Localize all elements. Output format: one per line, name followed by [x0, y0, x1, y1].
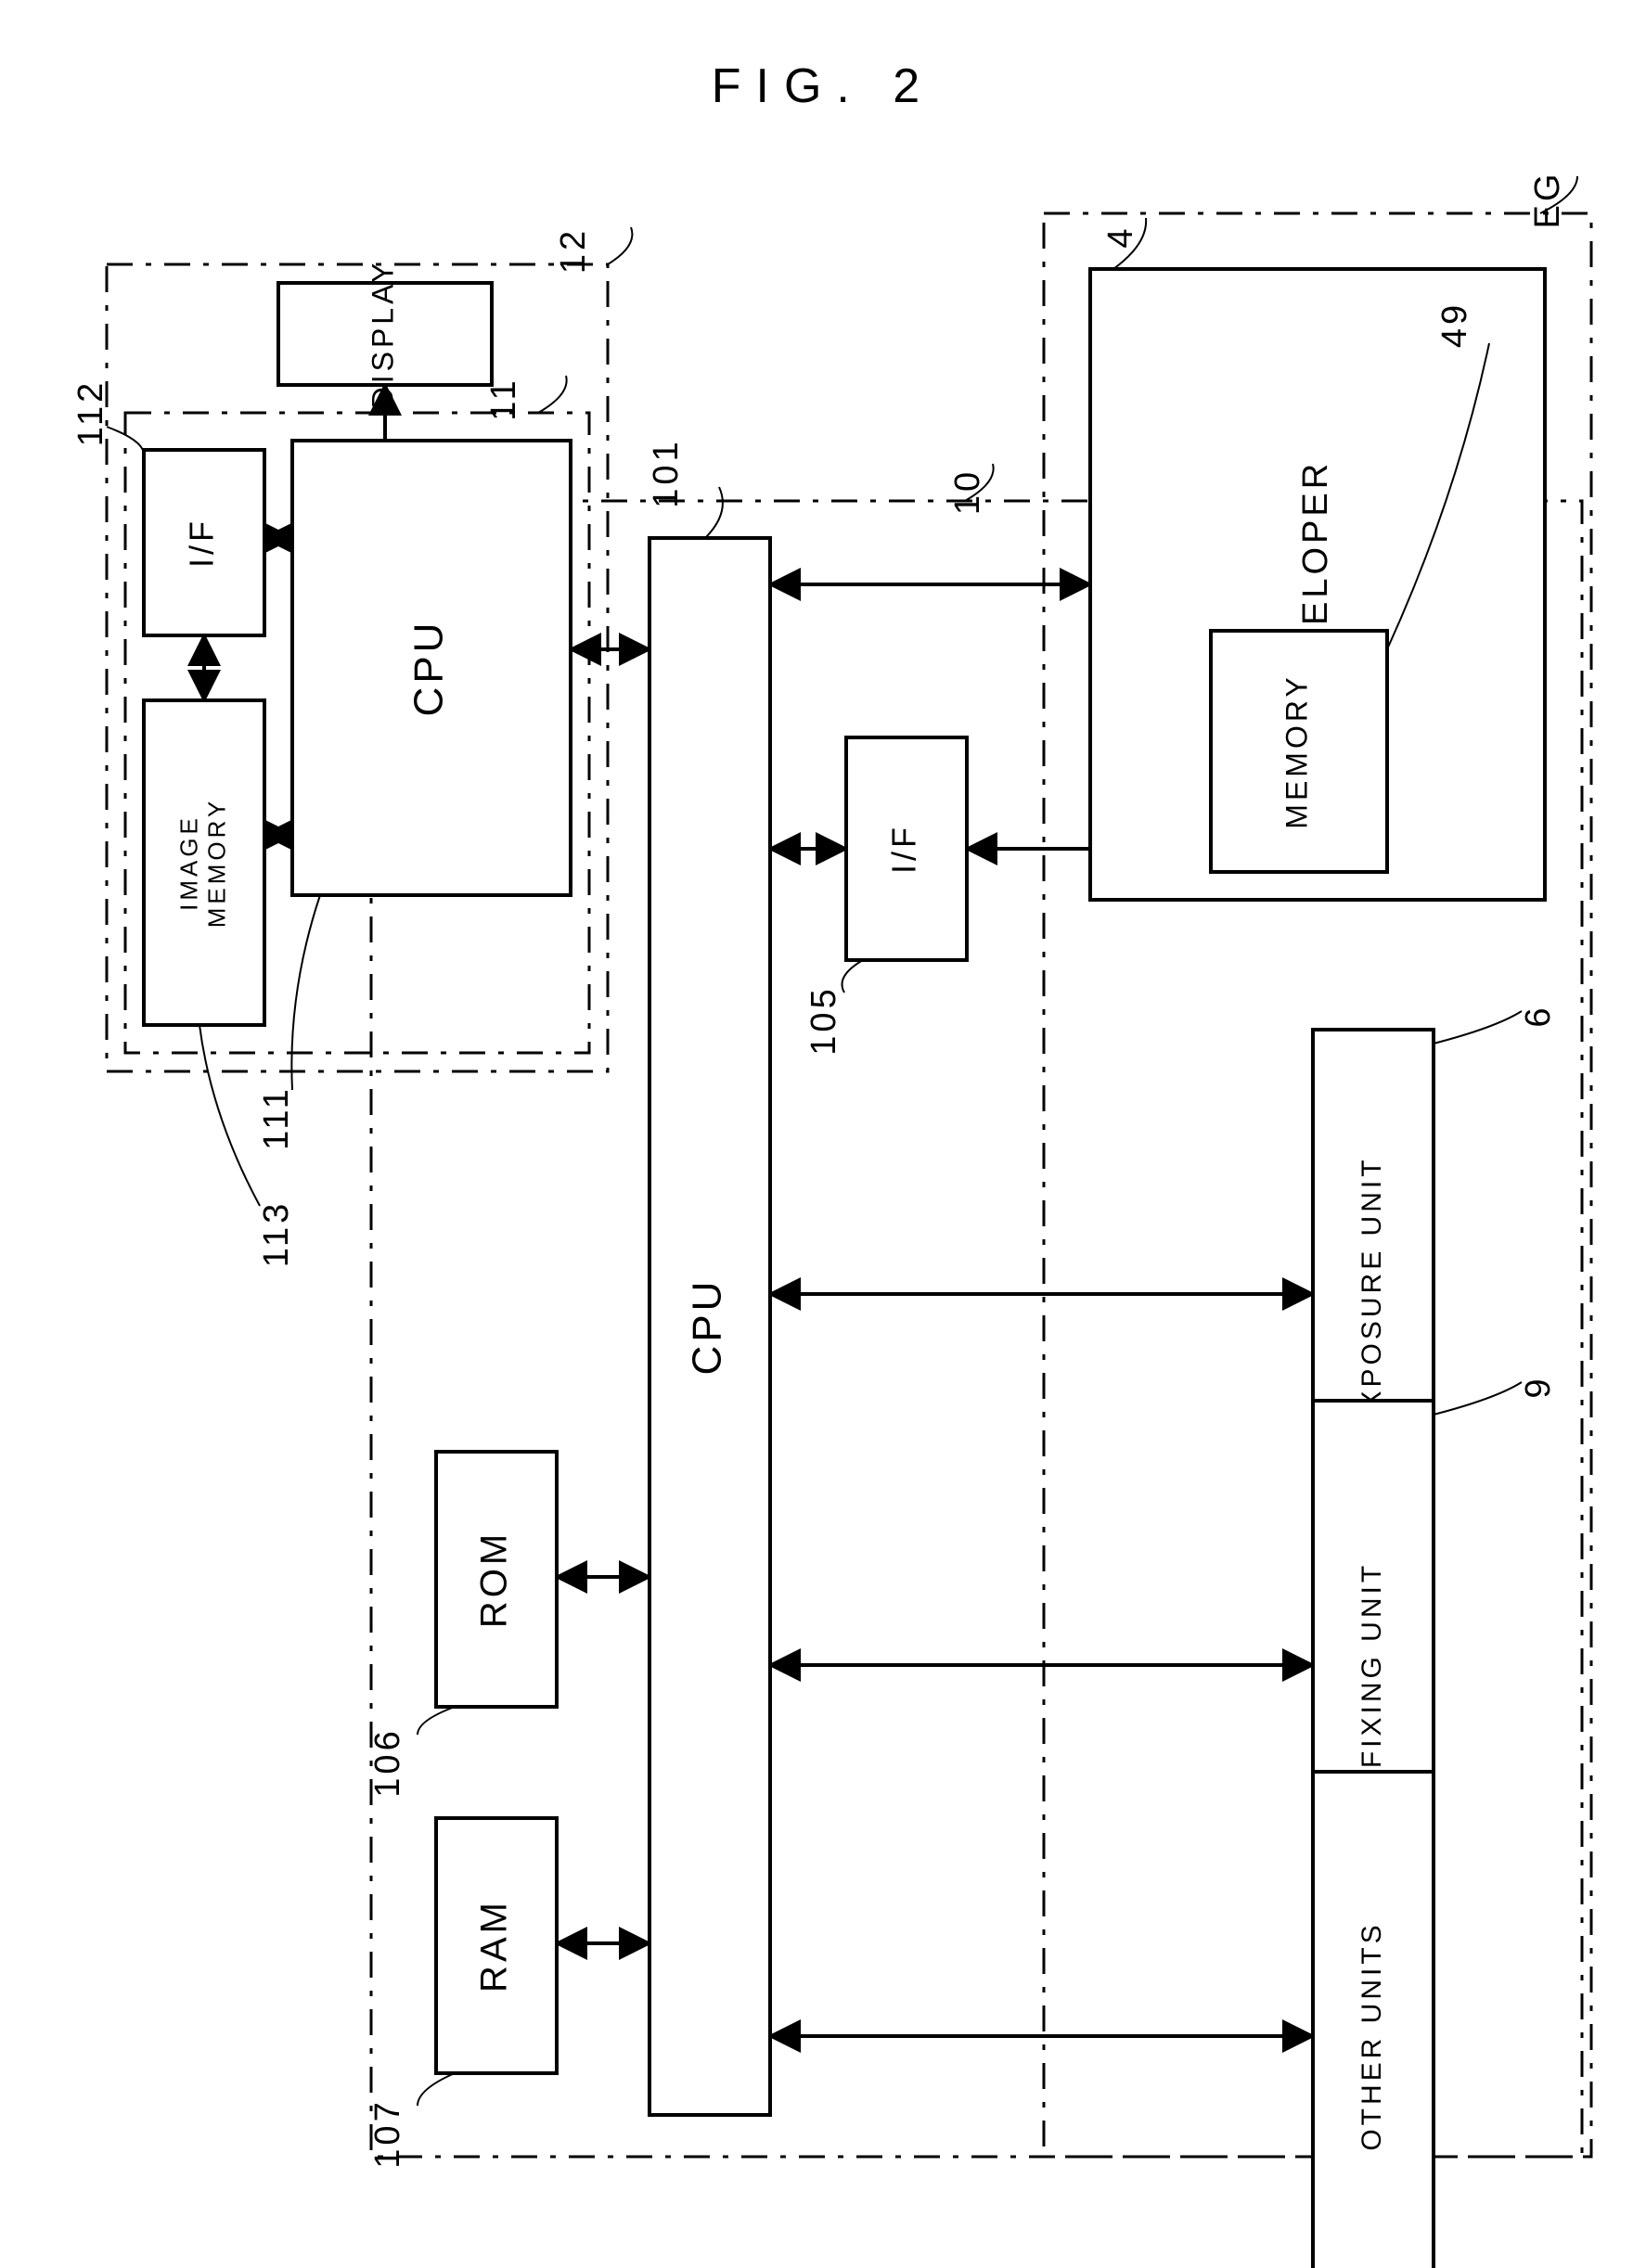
node-label-mem49: MEMORY: [1280, 673, 1313, 828]
node-mem49: MEMORY: [1211, 631, 1387, 872]
ref-r10: 10: [948, 468, 987, 515]
ref-r112: 112: [71, 379, 110, 447]
node-label-if105: I/F: [885, 824, 923, 874]
ref-r111: 111: [257, 1085, 296, 1150]
leader-14: [1434, 1382, 1522, 1415]
ref-r4: 4: [1101, 224, 1140, 248]
node-other: OTHER UNITS: [1313, 1772, 1434, 2268]
node-label-if112: I/F: [183, 518, 221, 568]
node-label-exposure: EXPOSURE UNIT: [1357, 1156, 1387, 1431]
node-label-imgmem: IMAGEMEMORY: [175, 798, 231, 929]
leader-9: [418, 2073, 455, 2106]
leader-0: [608, 227, 632, 264]
node-ram: RAM: [436, 1818, 557, 2073]
leader-7: [842, 960, 864, 993]
node-if105: I/F: [846, 737, 967, 960]
figure-title: FIG. 2: [712, 59, 934, 113]
block-diagram: FIG. 2 DISPLAY CPU I/F IMAGEMEMORY CPU I/F ROM…: [0, 0, 1646, 2268]
ref-r49: 49: [1435, 301, 1474, 348]
ref-r106: 106: [368, 1727, 407, 1797]
node-rom: ROM: [436, 1452, 557, 1707]
leader-13: [1434, 1011, 1522, 1044]
node-label-rom: ROM: [474, 1531, 515, 1628]
node-imgmem: IMAGEMEMORY: [144, 700, 264, 1025]
ref-r101: 101: [647, 438, 686, 507]
node-if112: I/F: [144, 450, 264, 635]
ref-r11: 11: [484, 377, 523, 420]
ref-r107: 107: [368, 2098, 407, 2168]
leader-6: [705, 487, 723, 538]
node-label-cpu11: CPU: [406, 620, 452, 717]
leader-1: [538, 376, 567, 413]
node-label-fixing: FIXING UNIT: [1357, 1562, 1387, 1768]
ref-rEG: EG: [1528, 171, 1567, 229]
node-label-cpu101: CPU: [685, 1278, 730, 1376]
ref-r113: 113: [257, 1200, 296, 1268]
leader-8: [418, 1707, 455, 1735]
ref-r6: 6: [1519, 1004, 1558, 1027]
nodes-layer: DISPLAYCPUI/FIMAGEMEMORYCPUI/FROMRAMDEVE…: [144, 260, 1545, 2268]
leader-3: [291, 895, 320, 1090]
ref-r12: 12: [554, 227, 593, 274]
node-cpu11: CPU: [292, 441, 571, 895]
ref-r9: 9: [1519, 1375, 1558, 1398]
ref-r105: 105: [804, 985, 843, 1055]
node-label-other: OTHER UNITS: [1357, 1921, 1387, 2150]
node-label-display: DISPLAY: [366, 260, 399, 409]
node-label-ram: RAM: [474, 1899, 515, 1993]
node-display: DISPLAY: [278, 260, 492, 409]
node-cpu101: CPU: [649, 538, 770, 2115]
